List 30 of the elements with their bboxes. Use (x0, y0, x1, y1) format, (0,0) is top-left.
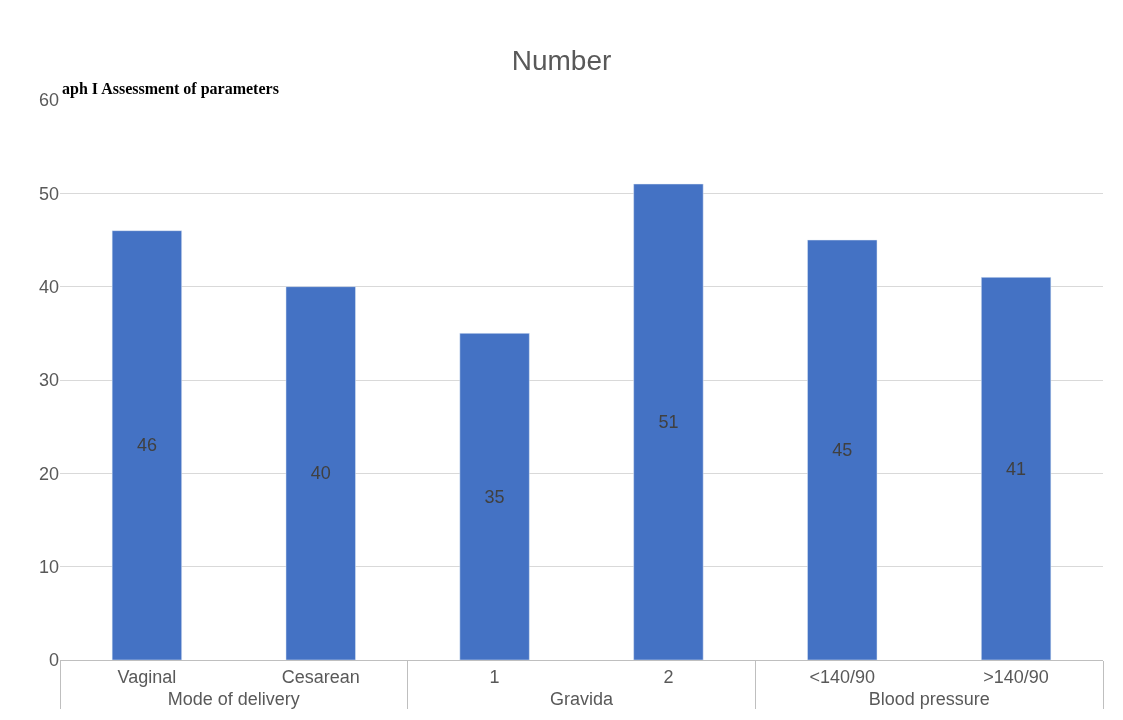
x-tick-label: <140/90 (809, 666, 876, 687)
data-label: 45 (832, 440, 853, 460)
x-tick-label: 2 (663, 666, 674, 687)
bar (633, 183, 704, 660)
data-label: 40 (310, 463, 331, 484)
text: aph I Assessment of parameters (62, 80, 279, 98)
bar (981, 277, 1052, 660)
text: Gravida (549, 688, 614, 709)
y-tick-label: 0 (48, 650, 59, 671)
bar (459, 333, 530, 660)
data-label: 46 (136, 435, 157, 456)
bar (285, 286, 356, 660)
text: Blood pressure (868, 688, 990, 709)
data-label: 41 (1006, 458, 1027, 479)
y-tick-label: 30 (38, 370, 59, 391)
x-tick-label: >140/90 (983, 666, 1049, 687)
data-label: 51 (658, 412, 679, 432)
y-tick-label: 50 (38, 183, 59, 204)
y-tick-label: 60 (38, 90, 59, 111)
y-tick-label: 40 (38, 276, 59, 297)
y-tick-label: 20 (38, 463, 59, 484)
x-tick-label: 1 (489, 666, 500, 687)
text: Mode of delivery (167, 688, 300, 709)
chart-title: Number (511, 45, 612, 76)
bar (111, 230, 182, 660)
x-tick-label: Cesarean (281, 666, 360, 687)
x-tick-label: Vaginal (117, 666, 177, 687)
bar (807, 239, 878, 660)
data-label: 35 (484, 486, 505, 507)
y-tick-label: 10 (38, 556, 59, 577)
